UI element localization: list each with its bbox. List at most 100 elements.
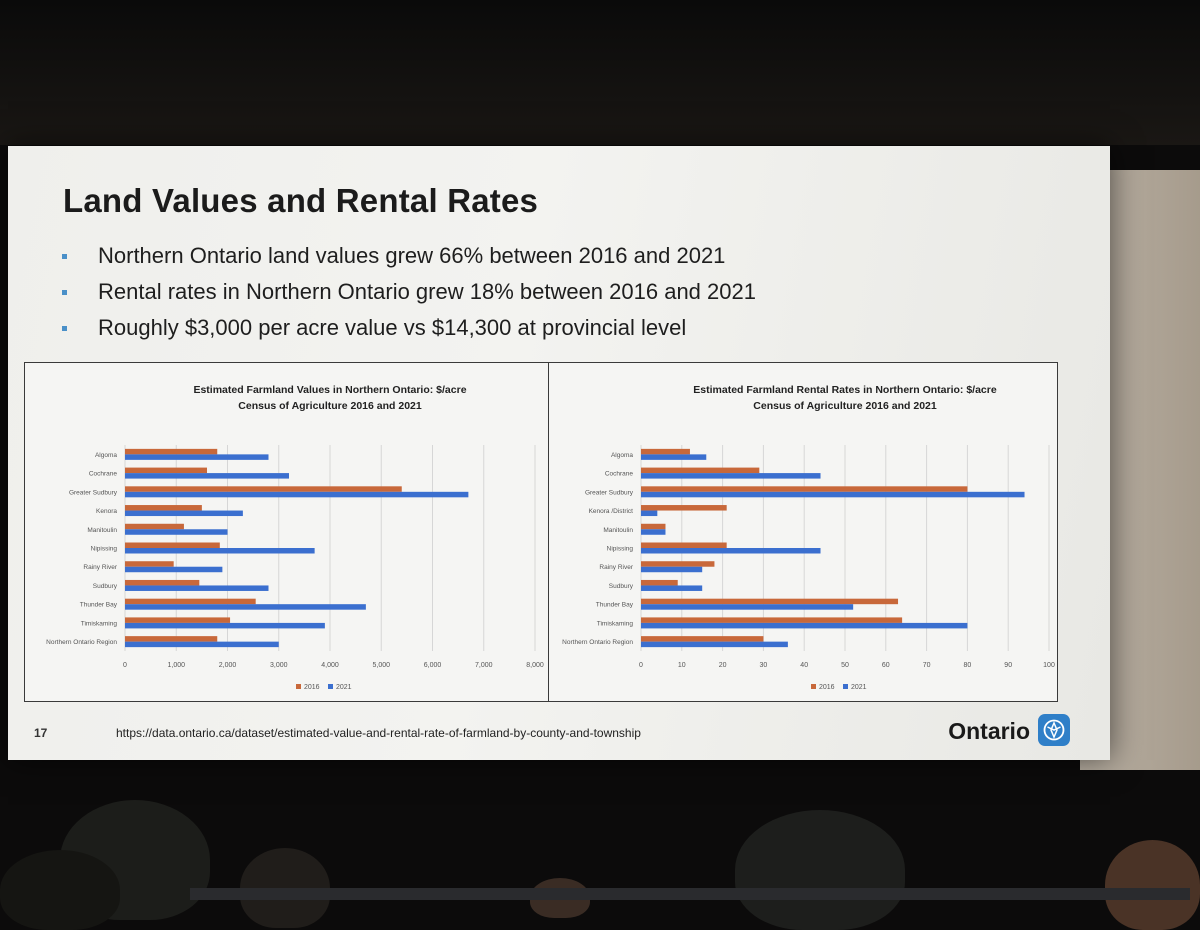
farmland-rental-rates-chart: Estimated Farmland Rental Rates in North…	[548, 362, 1058, 702]
bar-2016	[125, 617, 231, 623]
audience-head	[735, 810, 905, 930]
x-tick-label: 0	[639, 662, 643, 669]
bar-2021	[641, 548, 821, 554]
legend-label: 2016	[304, 684, 320, 691]
bar-2021	[125, 641, 279, 648]
category-label: Northern Ontario Region	[46, 639, 117, 646]
bar-2021	[125, 454, 269, 460]
x-tick-label: 20	[719, 662, 727, 669]
stage-edge	[190, 888, 1190, 900]
bullet-item: Northern Ontario land values grew 66% be…	[56, 238, 1056, 274]
x-tick-label: 50	[841, 662, 849, 669]
legend-label: 2021	[851, 684, 867, 691]
bar-2016	[125, 523, 184, 530]
bar-2021	[641, 529, 666, 535]
bar-2016	[641, 467, 760, 474]
bar-2016	[641, 579, 678, 586]
bar-2016	[125, 636, 218, 642]
x-tick-label: 0	[123, 662, 127, 669]
bar-2016	[125, 505, 202, 511]
category-label: Thunder Bay	[596, 602, 634, 609]
category-label: Sudbury	[93, 583, 118, 590]
bar-2016	[641, 523, 666, 530]
audience-head	[1105, 840, 1200, 930]
category-label: Algoma	[611, 452, 633, 459]
x-tick-label: 8,000	[526, 662, 544, 669]
chart-title: Estimated Farmland Rental Rates in North…	[693, 384, 997, 396]
bar-2016	[641, 505, 727, 511]
bar-2016	[641, 636, 764, 642]
bar-2021	[641, 641, 788, 648]
bar-2016	[641, 617, 903, 623]
bar-2021	[641, 491, 1025, 498]
legend-label: 2016	[819, 684, 835, 691]
bar-2016	[125, 598, 256, 605]
category-label: Timiskaming	[597, 620, 634, 627]
bar-2016	[641, 561, 715, 567]
x-tick-label: 60	[882, 662, 890, 669]
category-label: Manitoulin	[87, 527, 117, 534]
bar-2021	[125, 548, 315, 554]
bar-2021	[125, 566, 223, 573]
bar-2021	[125, 622, 325, 629]
x-tick-label: 30	[760, 662, 768, 669]
category-label: Thunder Bay	[80, 602, 118, 609]
bar-2021	[641, 473, 821, 479]
bar-2021	[125, 585, 269, 591]
bar-2021	[641, 510, 658, 517]
room-background	[0, 0, 1200, 145]
x-tick-label: 7,000	[475, 662, 493, 669]
bar-2016	[125, 579, 200, 586]
category-label: Rainy River	[599, 564, 633, 571]
category-label: Cochrane	[605, 471, 634, 478]
bar-2016	[641, 542, 727, 548]
category-label: Northern Ontario Region	[562, 639, 633, 646]
category-label: Rainy River	[83, 564, 117, 571]
x-tick-label: 40	[800, 662, 808, 669]
legend-swatch	[811, 684, 816, 689]
bar-2021	[125, 510, 243, 517]
bar-2016	[125, 467, 207, 474]
legend-label: 2021	[336, 684, 352, 691]
category-label: Nipissing	[91, 546, 118, 553]
category-label: Sudbury	[609, 583, 634, 590]
chart-subtitle: Census of Agriculture 2016 and 2021	[753, 400, 937, 412]
chart-svg: Estimated Farmland Rental Rates in North…	[562, 384, 1055, 691]
bullet-marker-icon	[62, 290, 67, 295]
category-label: Kenora /District	[589, 508, 634, 515]
trillium-icon	[1038, 714, 1070, 746]
bar-2021	[125, 529, 228, 535]
category-label: Greater Sudbury	[585, 489, 634, 496]
chart-subtitle: Census of Agriculture 2016 and 2021	[238, 400, 422, 412]
bullet-text: Roughly $3,000 per acre value vs $14,300…	[98, 315, 687, 340]
bar-2016	[125, 448, 218, 455]
x-tick-label: 3,000	[270, 662, 288, 669]
bar-2021	[641, 454, 707, 460]
bar-2016	[125, 561, 174, 567]
bar-2016	[125, 542, 220, 548]
x-tick-label: 10	[678, 662, 686, 669]
category-label: Greater Sudbury	[69, 489, 118, 496]
category-label: Nipissing	[607, 546, 634, 553]
x-tick-label: 70	[923, 662, 931, 669]
presentation-slide: Land Values and Rental Rates Northern On…	[8, 146, 1110, 760]
audience-silhouettes	[0, 770, 1200, 930]
bullet-marker-icon	[62, 254, 67, 259]
legend-swatch	[328, 684, 333, 689]
source-link[interactable]: https://data.ontario.ca/dataset/estimate…	[116, 726, 641, 740]
bar-2021	[641, 604, 854, 610]
farmland-values-chart: Estimated Farmland Values in Northern On…	[24, 362, 554, 702]
x-tick-label: 5,000	[372, 662, 390, 669]
audience-head	[0, 850, 120, 930]
slide-title: Land Values and Rental Rates	[63, 182, 539, 219]
chart-svg: Estimated Farmland Values in Northern On…	[46, 384, 544, 691]
bar-2016	[125, 486, 402, 492]
x-tick-label: 6,000	[424, 662, 442, 669]
bullet-list: Northern Ontario land values grew 66% be…	[56, 238, 1056, 346]
x-tick-label: 4,000	[321, 662, 339, 669]
category-label: Algoma	[95, 452, 117, 459]
x-tick-label: 1,000	[167, 662, 185, 669]
legend-swatch	[296, 684, 301, 689]
bar-2021	[641, 566, 703, 573]
bullet-item: Roughly $3,000 per acre value vs $14,300…	[56, 310, 1056, 346]
